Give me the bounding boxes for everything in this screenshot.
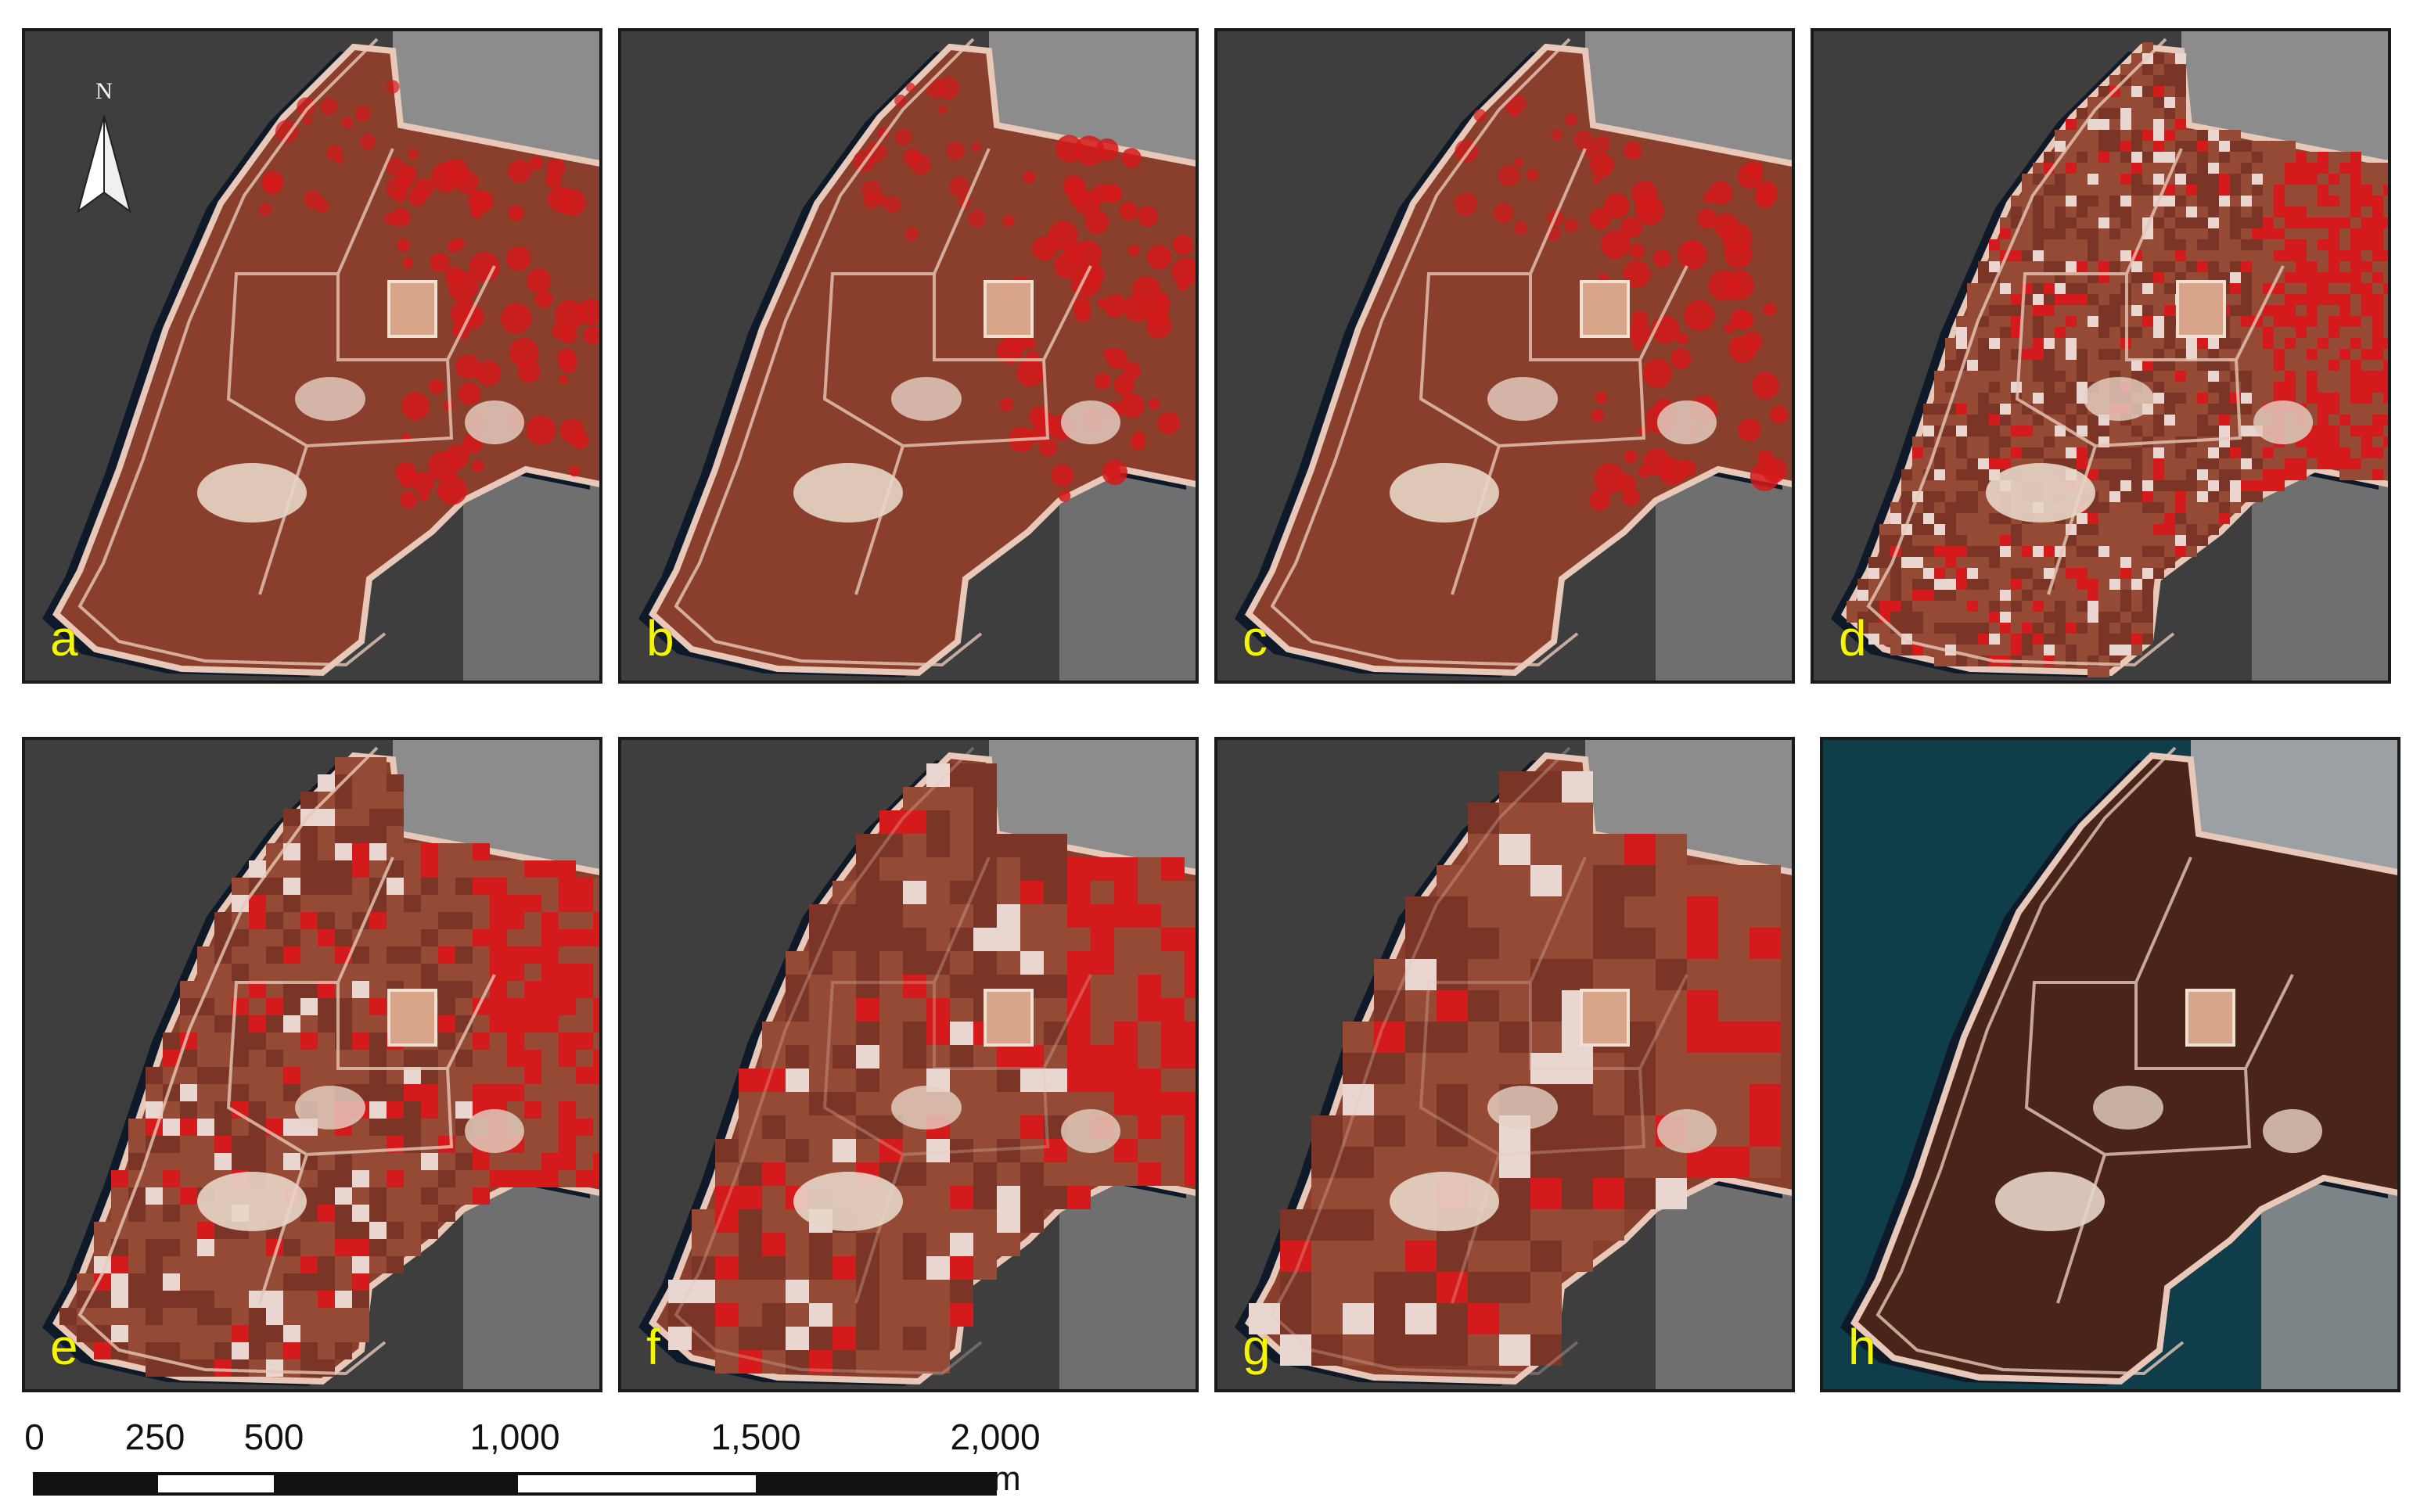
map-image-a <box>25 31 599 681</box>
map-panel-f: f <box>618 737 1199 1392</box>
paths <box>1270 746 1688 1376</box>
map-panel-g: g <box>1214 737 1795 1392</box>
map-image-d <box>1814 31 2388 681</box>
map-panel-h: h <box>1820 737 2400 1392</box>
panel-label-a: a <box>50 610 78 666</box>
scale-unit: m <box>992 1460 1021 1498</box>
panel-label-g: g <box>1242 1319 1271 1375</box>
excavation-areas <box>793 989 1120 1231</box>
map-image-b <box>621 31 1196 681</box>
panel-label-h: h <box>1848 1319 1876 1375</box>
map-panel-a: N a <box>22 28 602 684</box>
pixel-mosaic <box>668 763 1196 1374</box>
map-panel-b: b <box>618 28 1199 684</box>
scale-label-1000: 1,000 <box>469 1417 560 1457</box>
map-image-h <box>1823 740 2397 1389</box>
scale-segment-1 <box>33 1472 158 1496</box>
paths <box>77 38 496 667</box>
scale-label-250: 250 <box>124 1417 185 1457</box>
excavation-areas <box>1390 989 1717 1231</box>
scale-label-1500: 1,500 <box>710 1417 801 1457</box>
panel-label-d: d <box>1839 610 1867 666</box>
harbor-area <box>1656 1178 1792 1389</box>
panel-label-c: c <box>1242 610 1268 666</box>
harbor-area <box>463 1178 599 1389</box>
excavation-areas <box>793 280 1120 523</box>
scale-label-2000: 2,000 <box>950 1417 1041 1457</box>
land-area <box>648 43 1196 677</box>
paths <box>1270 38 1688 667</box>
land-area <box>52 43 599 677</box>
scale-label-0: 0 <box>24 1417 45 1457</box>
map-panel-d: d <box>1811 28 2391 684</box>
scale-label-500: 500 <box>243 1417 304 1457</box>
panel-label-f: f <box>646 1319 660 1375</box>
map-panel-e: e <box>22 737 602 1392</box>
harbor-area <box>1656 469 1792 681</box>
scale-segment-2 <box>155 1472 277 1496</box>
north-arrow: N <box>69 78 139 219</box>
panel-label-e: e <box>50 1319 78 1375</box>
harbor-area <box>2261 1178 2397 1389</box>
pixel-mosaic <box>59 757 599 1377</box>
harbor-area <box>463 469 599 681</box>
scale-segment-4 <box>515 1472 759 1496</box>
paths <box>674 38 1092 667</box>
map-image-g <box>1217 740 1792 1389</box>
vegetation-patches <box>259 80 599 508</box>
scale-segment-5 <box>756 1472 997 1496</box>
map-image-c <box>1217 31 1792 681</box>
land-area <box>1850 752 2397 1385</box>
paths <box>1866 38 2285 667</box>
map-panel-c: c <box>1214 28 1795 684</box>
north-arrow-icon <box>77 115 131 214</box>
excavation-areas <box>1995 989 2322 1231</box>
scale-bar: 0 250 500 1,000 1,500 2,000 m <box>0 1400 1095 1512</box>
paths <box>77 746 496 1376</box>
harbor-area <box>1059 469 1196 681</box>
excavation-areas <box>1390 280 1717 523</box>
scale-segment-3 <box>274 1472 518 1496</box>
paths <box>1875 746 2294 1376</box>
map-image-e <box>25 740 599 1389</box>
panel-label-b: b <box>646 610 674 666</box>
map-image-f <box>621 740 1196 1389</box>
north-letter: N <box>95 78 113 104</box>
excavation-areas <box>1986 280 2313 523</box>
excavation-areas <box>197 280 524 523</box>
harbor-area <box>1059 1178 1196 1389</box>
pixel-mosaic <box>1847 42 2388 677</box>
harbor-area <box>2252 469 2388 681</box>
paths <box>674 746 1092 1376</box>
excavation-areas <box>197 989 524 1231</box>
